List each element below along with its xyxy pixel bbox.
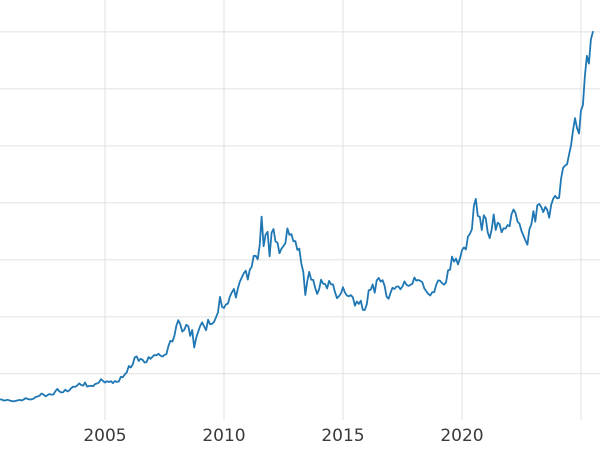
x-tick-label: 2015 [321,426,364,446]
x-tick-label: 2005 [83,426,126,446]
price-line [0,30,594,403]
x-tick-label: 2010 [202,426,245,446]
x-tick-label: 2020 [440,426,483,446]
